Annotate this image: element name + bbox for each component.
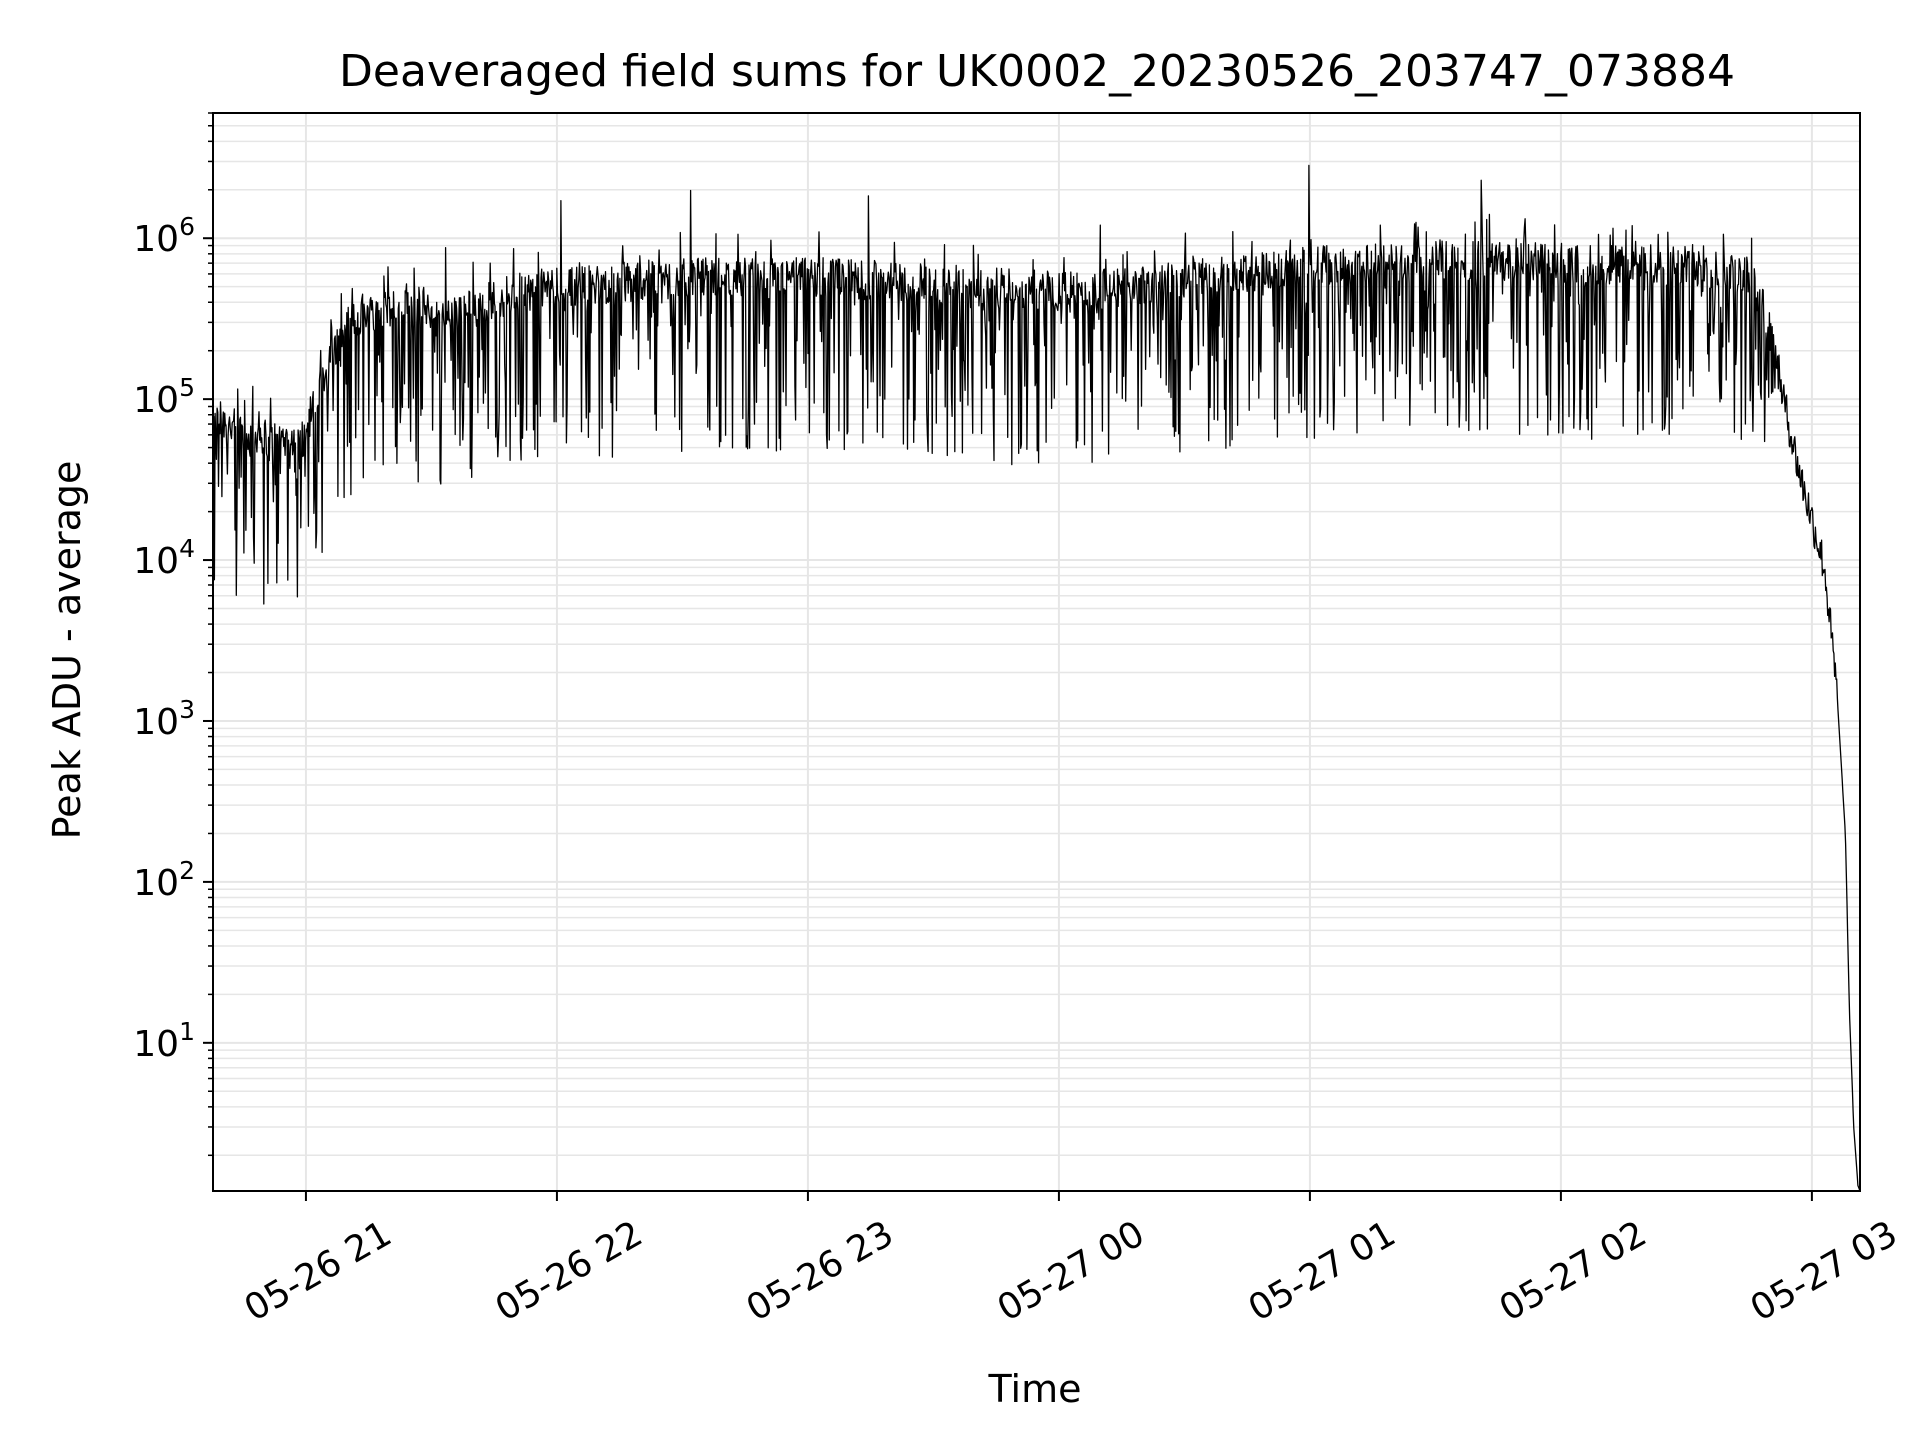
data-series <box>213 164 1860 1191</box>
y-tick-label: 103 <box>133 695 195 743</box>
x-axis-label: Time <box>988 1367 1082 1411</box>
series-line <box>213 164 1860 1191</box>
y-tick-label: 101 <box>133 1017 195 1065</box>
y-tick-label: 105 <box>133 373 195 421</box>
y-tick-label: 104 <box>133 534 195 582</box>
y-axis-label: Peak ADU - average <box>45 461 89 840</box>
y-tick-label: 106 <box>133 212 195 260</box>
chart-title: Deaveraged field sums for UK0002_2023052… <box>339 46 1735 97</box>
grid <box>213 112 1860 1191</box>
y-axis: 101 102 103 104 105 106 <box>133 112 213 1157</box>
plot-frame <box>212 112 1861 1192</box>
y-tick-label: 102 <box>133 856 195 904</box>
